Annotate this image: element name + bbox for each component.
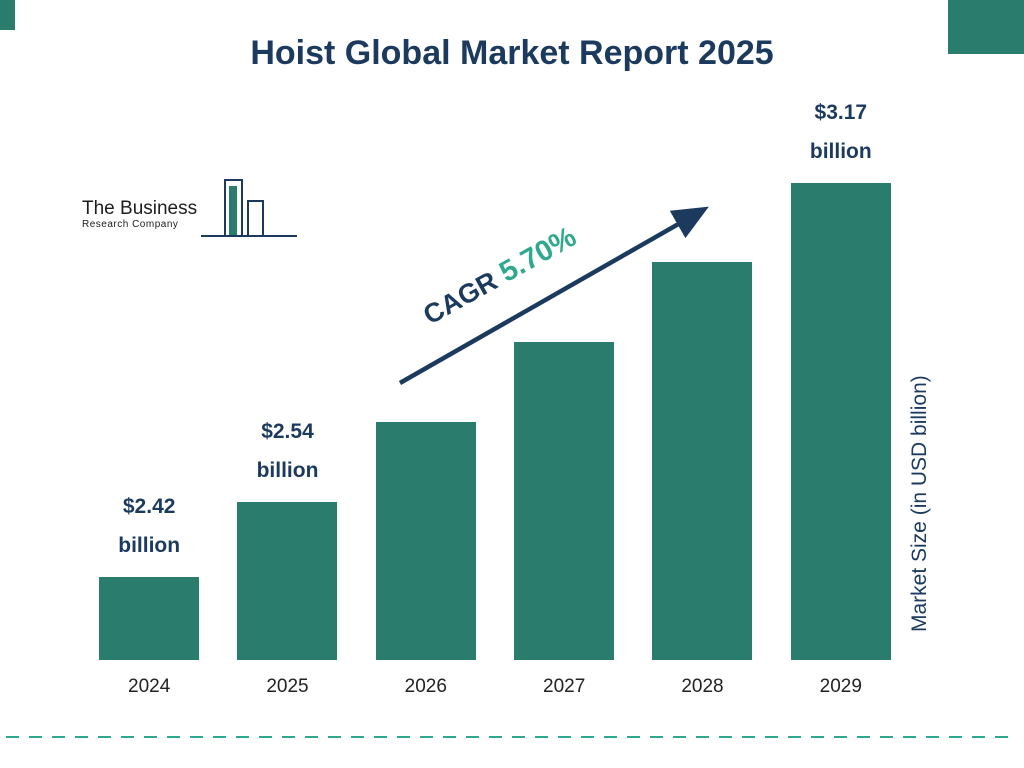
bar-value-label-2029: $3.17 billion — [809, 101, 872, 163]
page-title: Hoist Global Market Report 2025 — [250, 34, 774, 72]
bar-2026 — [375, 422, 476, 660]
bar-2029 — [790, 183, 891, 660]
x-axis-label-2024: 2024 — [128, 676, 171, 697]
bar-column-2029: $3.17 billion — [772, 93, 910, 660]
bar-column-2027 — [495, 330, 633, 660]
logo-bar-chart-icon — [201, 179, 298, 237]
y-axis-label: Market Size (in USD billion) — [908, 375, 931, 633]
corner-accent-top-right — [948, 0, 1024, 54]
x-axis-label-2027: 2027 — [543, 676, 586, 697]
bar-column-2028 — [633, 250, 771, 660]
bars-area: $2.42 billion $2.54 billion $3.17 billion — [80, 88, 910, 660]
x-axis-labels: 2024 2025 2026 2027 2028 2029 — [80, 676, 910, 698]
bar-chart: $2.42 billion $2.54 billion $3.17 billion 202… — [80, 88, 910, 698]
bar-column-2024: $2.42 billion — [80, 487, 218, 660]
logo-text-line2: Research Company — [82, 219, 179, 230]
company-logo: The Business Research Company — [82, 176, 299, 242]
bar-value-label-2025: $2.54 billion — [256, 420, 319, 482]
bar-value-label-2024: $2.42 billion — [118, 495, 181, 557]
logo-text: The Business Research Company — [82, 199, 197, 242]
corner-accent-top-left — [0, 0, 15, 30]
bar-column-2026 — [357, 410, 495, 660]
bar-2028 — [652, 262, 753, 660]
bar-2024 — [99, 577, 200, 660]
logo-text-line1: The Business — [82, 198, 198, 219]
x-axis-label-2026: 2026 — [404, 676, 447, 697]
x-axis-label-2029: 2029 — [819, 676, 862, 697]
x-axis-label-2025: 2025 — [266, 676, 309, 697]
bar-column-2025: $2.54 billion — [218, 412, 356, 660]
bottom-dashed-divider — [6, 736, 1018, 738]
x-axis-label-2028: 2028 — [681, 676, 724, 697]
bar-2025 — [237, 502, 338, 660]
bar-2027 — [514, 342, 615, 660]
